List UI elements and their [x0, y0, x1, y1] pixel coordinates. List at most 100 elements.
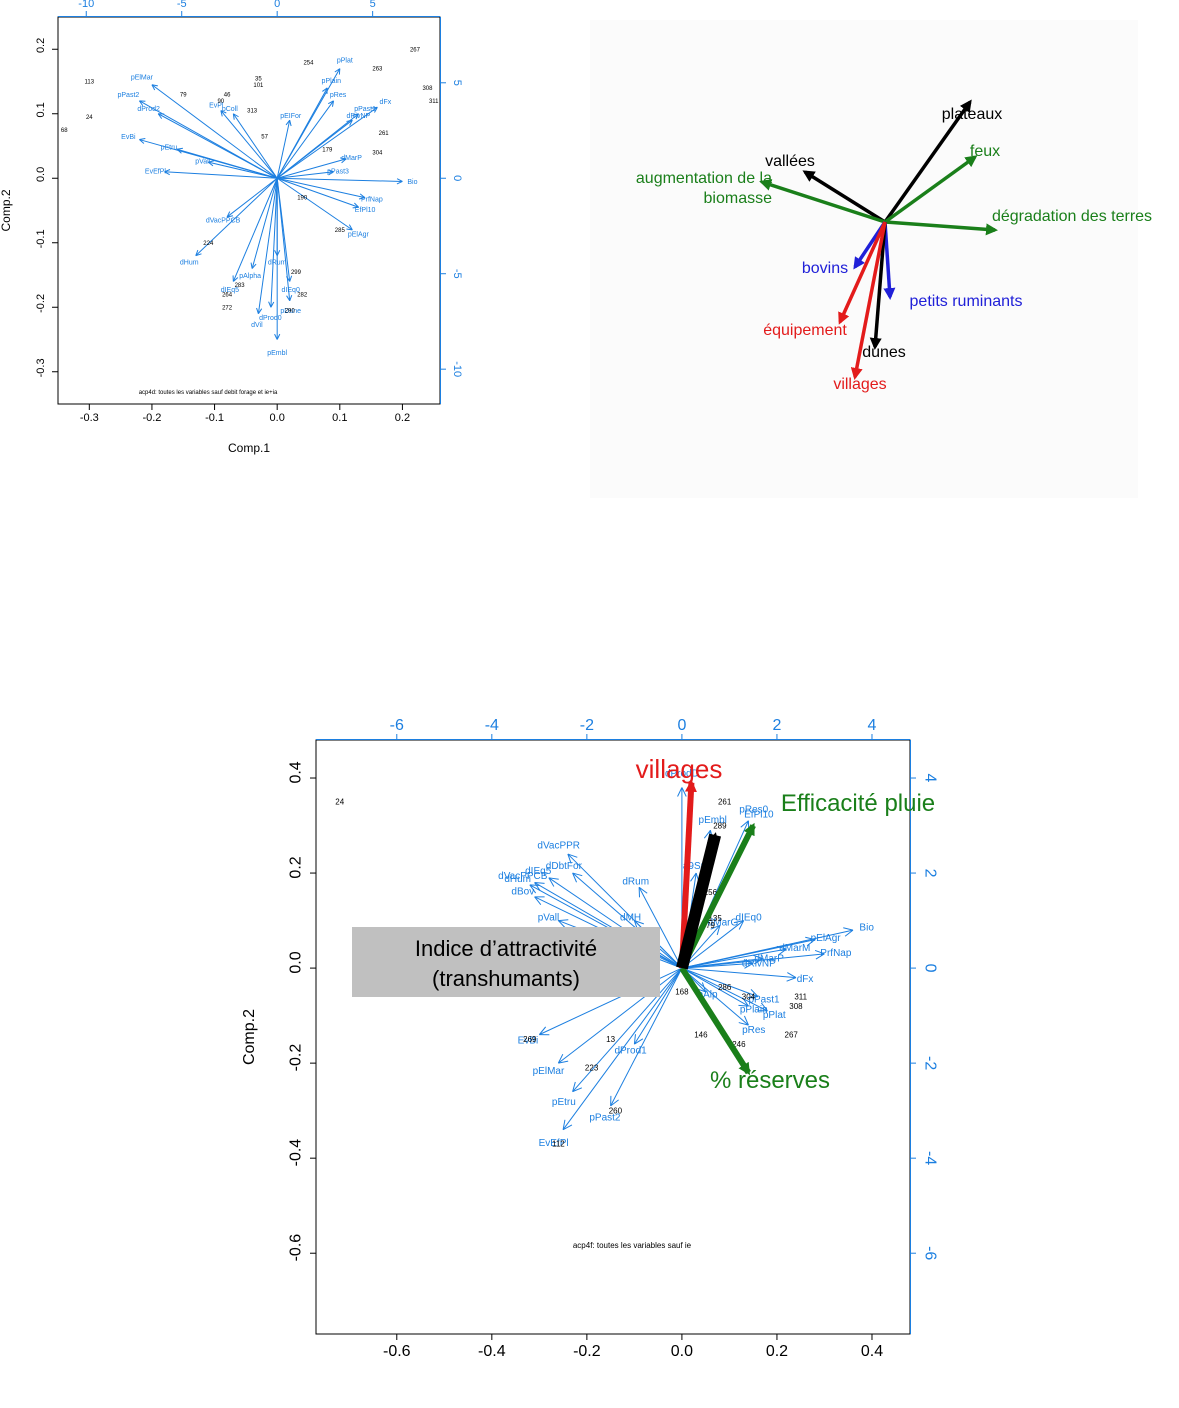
variable-arrowhead	[195, 253, 202, 257]
observation-label: 267	[410, 47, 421, 53]
variable-arrow	[681, 920, 744, 969]
variable-arrowhead	[355, 113, 360, 120]
top-tick-label: 0	[274, 0, 280, 10]
y-tick-label: 0.0	[287, 951, 304, 973]
variable-label: pElMar	[533, 1066, 565, 1077]
variable-arrowhead	[738, 920, 745, 930]
observation-label: 223	[585, 1064, 599, 1073]
variable-label: PrfNap	[361, 197, 383, 204]
variable-arrowhead	[815, 953, 825, 960]
variable-arrowhead	[677, 787, 683, 797]
variable-arrowhead	[633, 1034, 636, 1045]
observation-label: 269	[523, 1035, 537, 1044]
x-tick-label: 0.2	[395, 412, 410, 424]
variable-arrow	[277, 177, 359, 208]
variable-label: EvPl	[209, 103, 224, 110]
observation-label: 267	[785, 1030, 799, 1039]
variable-label: Bio	[407, 179, 417, 186]
diagram-arrow	[883, 221, 896, 300]
variable-arrowhead	[289, 275, 293, 282]
observation-label: 254	[303, 60, 314, 66]
variable-arrowhead	[610, 1099, 619, 1107]
observation-label: 101	[253, 83, 264, 89]
variable-arrowhead	[139, 138, 146, 141]
y-tick-label: 0.2	[35, 38, 47, 53]
variable-arrowhead	[844, 929, 854, 937]
observation-label: 24	[86, 115, 93, 121]
variable-label: dHum	[180, 259, 199, 266]
observation-label: 263	[372, 67, 383, 73]
variable-arrowhead	[572, 1081, 576, 1092]
variable-arrow	[276, 177, 353, 231]
variable-arrowhead	[538, 1026, 547, 1035]
variable-label: dRivNP	[742, 958, 776, 969]
y-tick-label: 0.2	[287, 856, 304, 878]
x-tick-label: -0.2	[142, 412, 161, 424]
variable-label: pRes	[742, 1025, 765, 1036]
variable-arrowhead	[328, 171, 334, 176]
x-tick-label: 0.0	[270, 412, 285, 424]
variable-label: dMarP	[341, 155, 362, 162]
variable-label: pPlat	[763, 1010, 786, 1021]
x-tick-label: -0.2	[573, 1343, 601, 1360]
variable-label: pVall	[538, 912, 560, 923]
observation-label: 190	[297, 196, 308, 202]
variable-arrow	[176, 148, 278, 179]
variable-arrow	[681, 967, 749, 1007]
attractivity-label-box	[352, 927, 660, 997]
highlight-label: % réserves	[710, 1067, 830, 1094]
y-tick-label: 0.1	[35, 102, 47, 117]
top-tick-label: 0	[677, 717, 686, 734]
variable-arrowhead	[701, 982, 707, 993]
diagram-arrow-label: plateaux	[942, 106, 1003, 123]
variable-arrowhead	[176, 148, 182, 154]
variable-arrowhead	[164, 169, 171, 173]
highlight-label: Efficacité pluie	[781, 790, 935, 817]
variable-arrowhead	[557, 920, 566, 929]
variable-label: dIEq5	[525, 866, 552, 877]
diagram-arrow-label: dégradation des terres	[992, 208, 1152, 225]
x-tick-label: -0.6	[383, 1343, 411, 1360]
variable-arrowhead	[738, 1022, 749, 1026]
variable-arrowhead	[557, 1053, 564, 1064]
variable-arrowhead	[690, 872, 697, 882]
variable-arrowhead	[567, 853, 578, 858]
right-tick-label: 5	[451, 80, 463, 86]
variable-arrow	[638, 887, 683, 969]
variable-arrowhead	[285, 119, 291, 126]
variable-arrow	[277, 171, 334, 179]
observation-label: 57	[261, 134, 268, 140]
observation-label: 179	[322, 147, 333, 153]
variable-label: EvEfPl	[145, 169, 166, 176]
observation-label: 13	[606, 1035, 615, 1044]
variable-label: PrfNap	[820, 948, 852, 959]
variable-label: pRes	[330, 92, 347, 99]
observation-label: 261	[379, 131, 390, 137]
right-tick-label: 0	[451, 175, 463, 181]
variable-label: dDbtFor	[546, 861, 583, 872]
variable-arrow	[195, 177, 278, 257]
variable-arrowhead	[743, 1015, 749, 1026]
variable-label: a9Sp0	[683, 861, 712, 872]
variable-arrow	[232, 178, 278, 282]
variable-arrowhead	[374, 107, 378, 113]
variable-arrowhead	[151, 84, 156, 91]
variable-arrowhead	[529, 884, 540, 886]
variable-arrow	[232, 113, 278, 179]
variable-arrowhead	[220, 110, 227, 114]
variable-arrowhead	[164, 171, 170, 176]
plot-caption: acp4f: toutes les variables sauf ie	[573, 1241, 692, 1250]
variable-arrowhead	[558, 919, 569, 922]
top-tick-label: -10	[78, 0, 94, 10]
variable-label: pPast2	[589, 1112, 621, 1123]
variable-label: dVacPPR	[537, 840, 580, 851]
observation-label: 299	[291, 270, 302, 276]
top-tick-label: -5	[177, 0, 187, 10]
highlight-arrow	[676, 832, 721, 970]
variable-label: EfPl10	[355, 207, 376, 214]
variable-arrowhead	[787, 972, 797, 979]
variable-label: dVil	[251, 322, 263, 329]
observation-label: 264	[222, 292, 233, 298]
variable-arrow	[151, 84, 278, 179]
